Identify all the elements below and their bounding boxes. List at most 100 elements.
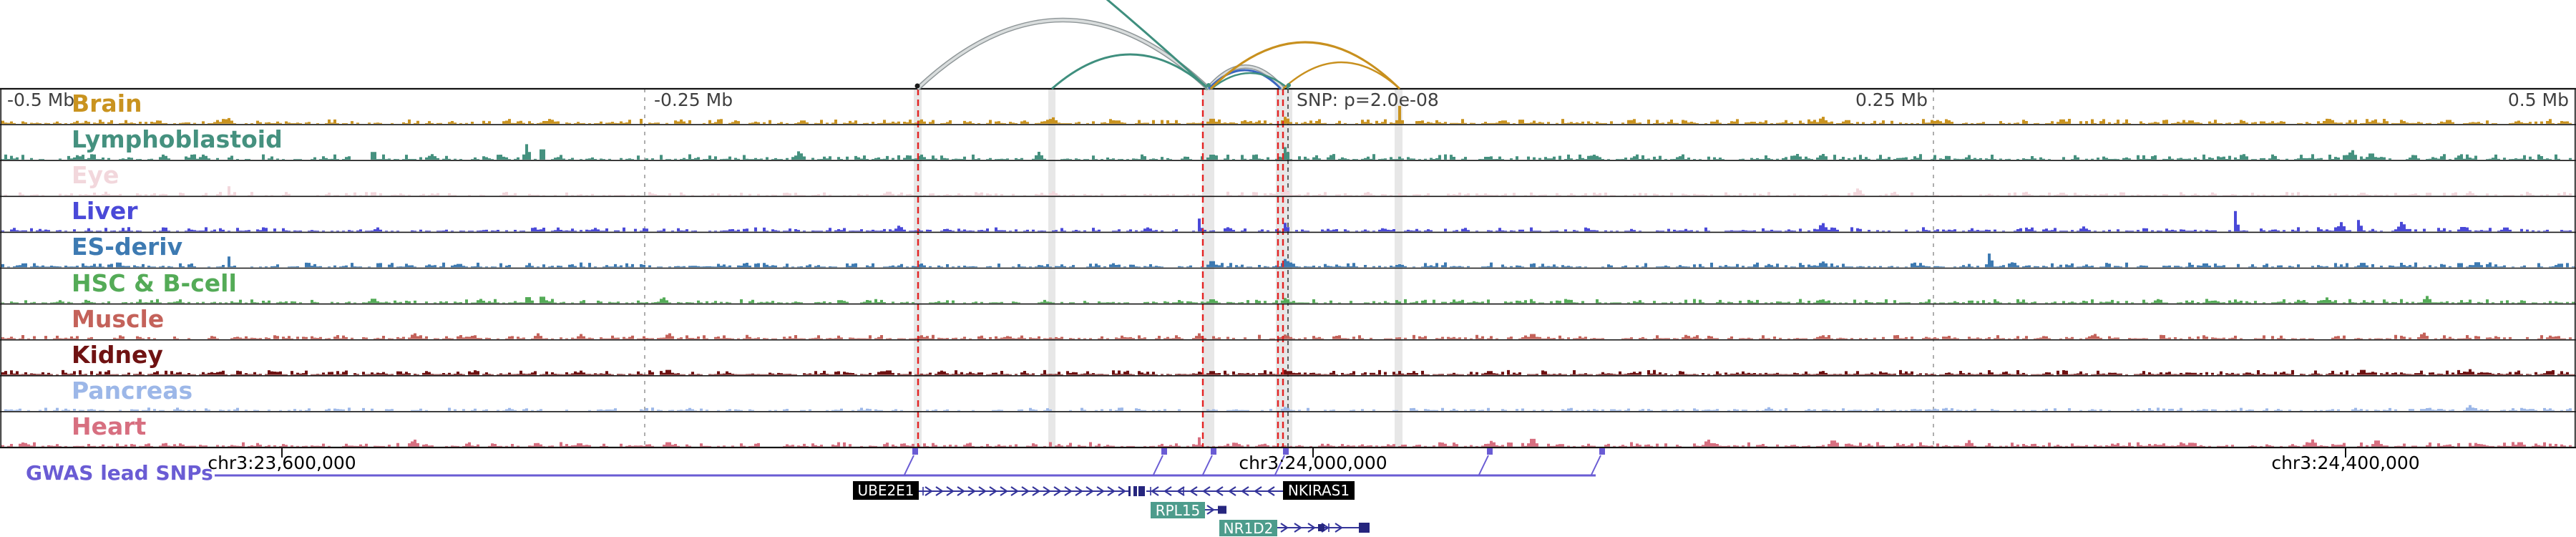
arc-anchor-dot bbox=[1206, 83, 1211, 87]
strand-chevron bbox=[1294, 523, 1302, 533]
gwas-snp-marker bbox=[912, 448, 918, 455]
strand-chevron bbox=[1335, 523, 1343, 533]
strand-chevron bbox=[1228, 486, 1236, 496]
strand-chevron bbox=[1010, 486, 1019, 496]
arc-anchor-dot bbox=[1287, 83, 1291, 87]
track-label-eye: Eye bbox=[72, 161, 119, 190]
strand-chevron bbox=[946, 486, 955, 496]
strand-chevron bbox=[1000, 486, 1008, 496]
track-label-pancreas: Pancreas bbox=[72, 376, 193, 405]
gwas-snp-connector bbox=[1153, 455, 1163, 475]
strand-chevron bbox=[1021, 486, 1030, 496]
gene-label-nkiras1: NKIRAS1 bbox=[1283, 481, 1355, 500]
signal-tracks bbox=[1, 105, 2575, 447]
genome-axis bbox=[281, 448, 2346, 458]
track-label-brain: Brain bbox=[72, 90, 142, 117]
strand-chevron bbox=[967, 486, 976, 496]
gwas-snp-marker bbox=[1487, 448, 1493, 455]
gwas-snp-marker bbox=[1211, 448, 1216, 455]
exon-tick bbox=[1150, 487, 1151, 495]
strand-chevron bbox=[1107, 486, 1116, 496]
gwas-snp-connector bbox=[1478, 455, 1489, 475]
signal-track-kidney bbox=[1, 369, 2575, 375]
track-label-muscle: Muscle bbox=[72, 304, 165, 333]
signal-track-eye bbox=[1, 186, 2575, 196]
track-label-hsc-b-cell: HSC & B-cell bbox=[72, 268, 237, 297]
strand-chevron bbox=[1206, 505, 1215, 515]
strand-chevron bbox=[1202, 486, 1211, 496]
gwas-lead-snp-track bbox=[215, 448, 1605, 477]
exon-block bbox=[1128, 486, 1131, 496]
strand-chevron bbox=[1280, 523, 1289, 533]
track-label-heart: Heart bbox=[72, 412, 147, 440]
strand-chevron bbox=[1118, 486, 1126, 496]
gwas-snp-marker bbox=[1599, 448, 1605, 455]
strand-chevron bbox=[1151, 486, 1159, 496]
gwas-snp-connector bbox=[904, 455, 914, 475]
axis-tick-label-0-25mb: 0.25 Mb bbox=[1855, 90, 1928, 110]
track-label-kidney: Kidney bbox=[72, 340, 163, 369]
exon-block bbox=[1138, 486, 1145, 496]
signal-track-muscle bbox=[1, 332, 2575, 339]
track-label-liver: Liver bbox=[72, 197, 138, 226]
exon-block bbox=[1133, 486, 1137, 496]
strand-chevron bbox=[924, 486, 933, 496]
signal-track-pancreas bbox=[1, 405, 2575, 411]
signal-track-lymphoblastoid bbox=[1, 144, 2575, 160]
strand-chevron bbox=[1307, 523, 1316, 533]
exon-block bbox=[1318, 524, 1324, 531]
strand-chevron bbox=[1032, 486, 1040, 496]
signal-track-brain bbox=[1, 105, 2575, 124]
strand-chevron bbox=[1189, 486, 1198, 496]
interaction-arc bbox=[1207, 69, 1282, 90]
strand-chevron bbox=[1163, 486, 1172, 496]
gwas-snp-connector bbox=[1591, 455, 1601, 475]
exon-tick bbox=[922, 487, 924, 495]
gwas-snp-marker bbox=[1161, 448, 1167, 455]
gwas-lead-snps-label: GWAS lead SNPs bbox=[26, 461, 213, 485]
gwas-snp-connector bbox=[1202, 455, 1213, 475]
genome-coordinate-label-left: chr3:23,600,000 bbox=[208, 453, 356, 473]
gwas-snp-connector bbox=[1274, 455, 1285, 475]
strand-chevron bbox=[978, 486, 987, 496]
strand-chevron bbox=[1043, 486, 1051, 496]
strand-chevron bbox=[1085, 486, 1094, 496]
interaction-arc bbox=[1051, 53, 1209, 90]
exon-tick bbox=[1183, 487, 1184, 495]
gwas-snp-marker bbox=[1283, 448, 1289, 455]
genome-coordinate-label-center: chr3:24,000,000 bbox=[1239, 453, 1387, 473]
strand-chevron bbox=[957, 486, 965, 496]
track-label-lymphoblastoid: Lymphoblastoid bbox=[72, 125, 283, 154]
interaction-arc bbox=[1106, 0, 1210, 90]
strand-chevron bbox=[1176, 486, 1185, 496]
snp-red-dashed-lines bbox=[917, 89, 1284, 448]
exon-tick bbox=[1328, 523, 1330, 532]
strand-chevron bbox=[935, 486, 944, 496]
signal-track-heart bbox=[1, 437, 2575, 447]
interaction-arc-gray bbox=[916, 19, 1210, 90]
gene-track bbox=[919, 486, 1370, 533]
strand-chevron bbox=[1075, 486, 1083, 496]
exon-block bbox=[1359, 523, 1370, 533]
interaction-arc bbox=[1211, 72, 1289, 90]
signal-track-hsc-b-cell bbox=[1, 296, 2575, 304]
track-label-es-deriv: ES-deriv bbox=[72, 233, 183, 261]
interaction-arcs bbox=[914, 0, 1401, 91]
strand-chevron bbox=[1064, 486, 1073, 496]
axis-tick-label-0-5mb: 0.5 Mb bbox=[2507, 90, 2569, 110]
signal-track-liver bbox=[1, 211, 2575, 232]
arc-anchor-dot bbox=[914, 83, 920, 89]
axis-tick-label-minus-0-25mb: -0.25 Mb bbox=[654, 90, 733, 110]
exon-block bbox=[1218, 505, 1226, 514]
signal-track-es-deriv bbox=[1, 253, 2575, 268]
gene-label-rpl15: RPL15 bbox=[1151, 502, 1205, 518]
genome-coordinate-label-right: chr3:24,400,000 bbox=[2271, 453, 2420, 473]
interaction-arc bbox=[1209, 41, 1401, 90]
strand-chevron bbox=[1215, 486, 1224, 496]
strand-chevron bbox=[1254, 486, 1262, 496]
gene-label-ube2e1: UBE2E1 bbox=[853, 481, 919, 500]
snp-pvalue-label: SNP: p=2.0e-08 bbox=[1297, 90, 1439, 110]
strand-chevron bbox=[989, 486, 997, 496]
